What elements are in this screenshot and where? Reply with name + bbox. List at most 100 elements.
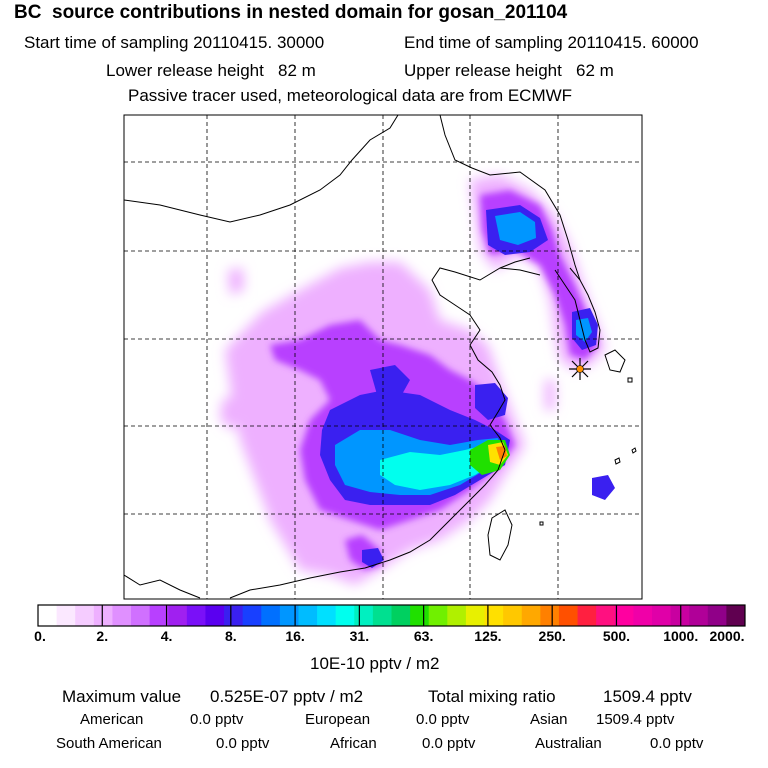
upper-release-height-label: Upper release height 62 m [404,61,614,80]
colorbar-swatch [651,605,671,626]
colorbar-swatch [707,605,727,626]
colorbar-swatch [465,605,485,626]
region-name-african: African [330,735,377,752]
colorbar-swatch [335,605,355,626]
lower-release-height-label: Lower release height 82 m [106,61,316,80]
plume-west-patch [220,395,245,430]
mongolia-border [124,115,399,223]
region-value-asian: 1509.4 pptv [596,711,675,728]
region-name-european: European [305,711,371,728]
colorbar-tick-label: 0. [34,628,46,644]
region-name-asian: Asian [530,711,568,728]
colorbar-swatch [521,605,541,626]
colorbar-tick-label: 16. [285,628,305,644]
start-time-label: Start time of sampling 20110415. 30000 [24,33,325,52]
region-name-american: American [80,711,144,728]
colorbar-swatch [224,605,244,626]
colorbar-swatch [391,605,411,626]
plume-layer [220,175,615,585]
colorbar-swatch [670,605,690,626]
colorbar-tick-label: 1000. [663,628,699,644]
plume-east-sea-patch [545,380,555,410]
colorbar-swatch [410,605,430,626]
colorbar-swatch [131,605,151,626]
maximum-value-label: Maximum value [62,687,182,706]
colorbar-tick-label: 2000. [709,628,745,644]
manchuria-border [439,115,581,281]
plume-far-west-patch [228,268,244,295]
colorbar-swatch [56,605,76,626]
colorbar-swatch [596,605,616,626]
colorbar-swatch [447,605,467,626]
region-name-south-american: South American [56,735,162,752]
plume-blue-north [370,365,410,398]
hainan-coast [124,574,201,599]
taiwan-coast [487,509,513,561]
ryukyu-island-3 [631,447,637,454]
colorbar-unit: 10E-10 pptv / m2 [310,654,440,673]
plume-blue-taiwan-east [592,475,615,500]
colorbar-swatch [38,605,58,626]
end-time-label: End time of sampling 20110415. 60000 [404,33,699,52]
chart-title: BC source contributions in nested domain… [14,2,568,23]
plume-cyan-area [380,445,498,490]
colorbar-swatch [242,605,262,626]
colorbar-swatch [726,605,746,626]
colorbar-tick-label: 125. [474,628,502,644]
colorbar-swatch [205,605,225,626]
colorbar-swatch [317,605,337,626]
plume-blue-hongkong [362,548,384,568]
total-mixing-ratio-value: 1509.4 pptv [603,687,692,706]
region-name-australian: Australian [535,735,602,752]
colorbar-tick-label: 2. [96,628,109,644]
colorbar-swatch [354,605,374,626]
colorbar-swatch [372,605,392,626]
total-mixing-ratio-label: Total mixing ratio [428,687,556,706]
korea-inner-border [499,257,531,269]
plume-blue-shanghai [475,383,508,420]
colorbar-tick-label: 8. [224,628,237,644]
colorbar-swatch [261,605,281,626]
lat-lon-grid [124,115,642,599]
region-value-european: 0.0 pptv [416,711,470,728]
colorbar-frame [37,604,746,627]
colorbar [37,604,746,627]
colorbar-tick-label: 63. [413,628,434,644]
coastline-layer [124,115,637,599]
colorbar-swatch [279,605,299,626]
region-value-african: 0.0 pptv [422,735,476,752]
japan-kyushu-coast [604,349,626,373]
colorbar-tick-label: 250. [538,628,566,644]
colorbar-swatch [577,605,597,626]
colorbar-swatch [614,605,634,626]
plume-azure-korea [495,212,536,245]
korea-coast [554,267,601,353]
region-value-australian: 0.0 pptv [650,735,704,752]
colorbar-swatch [149,605,169,626]
colorbar-swatch [93,605,113,626]
colorbar-swatch [186,605,206,626]
colorbar-swatch [112,605,132,626]
star-marker-icon [569,358,591,380]
colorbar-tick-label: 31. [349,628,370,644]
colorbar-swatch [428,605,448,626]
colorbar-swatch [633,605,653,626]
bohai-coast [229,267,541,599]
colorbar-tick-label: 4. [160,628,173,644]
colorbar-swatch [75,605,95,626]
maximum-value: 0.525E-07 pptv / m2 [210,687,364,706]
ryukyu-island-1 [627,377,633,383]
colorbar-swatch [298,605,318,626]
colorbar-swatch [503,605,523,626]
region-value-south-american: 0.0 pptv [216,735,270,752]
map-frame [123,114,643,600]
colorbar-swatch [558,605,578,626]
tracer-note: Passive tracer used, meteorological data… [128,86,573,105]
ryukyu-island-4 [539,521,544,526]
colorbar-swatch [689,605,709,626]
colorbar-swatch [540,605,560,626]
colorbar-swatch [168,605,188,626]
colorbar-tick-label: 500. [602,628,631,644]
plume-azure-korea-south [576,318,592,342]
